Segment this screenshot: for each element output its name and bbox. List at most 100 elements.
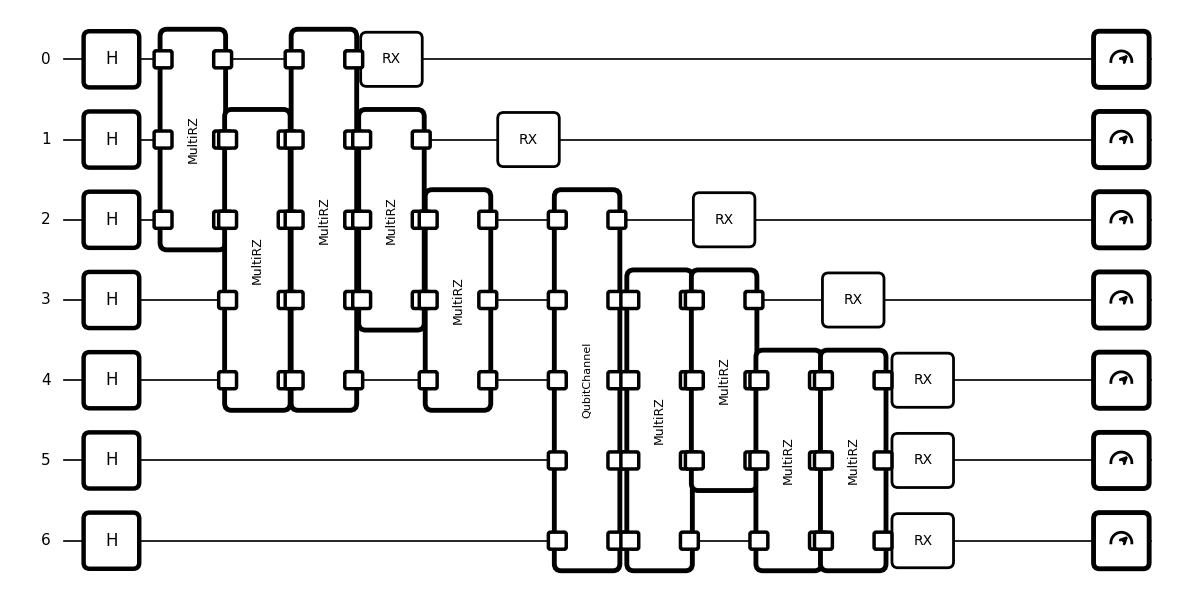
FancyBboxPatch shape [810, 532, 828, 549]
Text: 3: 3 [41, 292, 50, 307]
FancyBboxPatch shape [620, 292, 638, 308]
FancyBboxPatch shape [1093, 272, 1150, 328]
FancyBboxPatch shape [1093, 433, 1150, 488]
FancyBboxPatch shape [1093, 352, 1150, 409]
Text: H: H [106, 211, 118, 229]
FancyBboxPatch shape [745, 452, 763, 469]
FancyBboxPatch shape [750, 372, 768, 389]
FancyBboxPatch shape [680, 372, 698, 389]
FancyBboxPatch shape [84, 191, 139, 248]
FancyBboxPatch shape [1093, 191, 1150, 248]
FancyBboxPatch shape [620, 532, 638, 549]
FancyBboxPatch shape [608, 532, 626, 549]
FancyBboxPatch shape [548, 452, 566, 469]
FancyBboxPatch shape [745, 372, 763, 389]
FancyBboxPatch shape [425, 190, 491, 410]
FancyBboxPatch shape [608, 452, 626, 469]
FancyBboxPatch shape [286, 51, 304, 68]
FancyBboxPatch shape [353, 211, 371, 228]
FancyBboxPatch shape [214, 51, 232, 68]
FancyBboxPatch shape [810, 452, 828, 469]
Text: H: H [106, 371, 118, 389]
FancyBboxPatch shape [608, 292, 626, 308]
FancyBboxPatch shape [750, 452, 768, 469]
FancyBboxPatch shape [344, 372, 362, 389]
FancyBboxPatch shape [822, 273, 884, 327]
FancyBboxPatch shape [810, 372, 828, 389]
Text: RX: RX [913, 454, 932, 467]
FancyBboxPatch shape [608, 372, 626, 389]
Text: H: H [106, 131, 118, 149]
FancyBboxPatch shape [419, 372, 437, 389]
FancyBboxPatch shape [278, 131, 296, 148]
Text: 6: 6 [41, 533, 50, 548]
FancyBboxPatch shape [756, 350, 822, 571]
FancyBboxPatch shape [685, 292, 703, 308]
FancyBboxPatch shape [1093, 31, 1150, 88]
FancyBboxPatch shape [892, 353, 954, 407]
FancyBboxPatch shape [626, 270, 692, 571]
FancyBboxPatch shape [548, 532, 566, 549]
Text: MultiRZ: MultiRZ [385, 196, 398, 244]
FancyBboxPatch shape [548, 211, 566, 228]
Text: RX: RX [714, 213, 733, 227]
Text: H: H [106, 50, 118, 68]
FancyBboxPatch shape [214, 131, 232, 148]
FancyBboxPatch shape [84, 433, 139, 488]
Text: 1: 1 [41, 132, 50, 147]
FancyBboxPatch shape [608, 211, 626, 228]
FancyBboxPatch shape [815, 532, 833, 549]
FancyBboxPatch shape [821, 350, 886, 571]
Text: 0: 0 [41, 52, 50, 67]
FancyBboxPatch shape [154, 131, 172, 148]
FancyBboxPatch shape [286, 372, 304, 389]
FancyBboxPatch shape [620, 372, 638, 389]
FancyBboxPatch shape [1093, 512, 1150, 569]
FancyBboxPatch shape [479, 211, 497, 228]
FancyBboxPatch shape [286, 292, 304, 308]
Text: RX: RX [844, 293, 863, 307]
FancyBboxPatch shape [413, 292, 430, 308]
Text: MultiRZ: MultiRZ [653, 397, 666, 444]
Text: RX: RX [913, 533, 932, 548]
Text: H: H [106, 451, 118, 469]
FancyBboxPatch shape [344, 211, 362, 228]
FancyBboxPatch shape [359, 109, 425, 330]
Text: MultiRZ: MultiRZ [251, 236, 264, 284]
FancyBboxPatch shape [344, 51, 362, 68]
FancyBboxPatch shape [874, 372, 892, 389]
FancyBboxPatch shape [344, 131, 362, 148]
FancyBboxPatch shape [361, 32, 422, 86]
FancyBboxPatch shape [419, 292, 437, 308]
FancyBboxPatch shape [344, 292, 362, 308]
FancyBboxPatch shape [278, 292, 296, 308]
FancyBboxPatch shape [874, 452, 892, 469]
Text: RX: RX [913, 373, 932, 387]
Text: H: H [106, 291, 118, 309]
FancyBboxPatch shape [680, 532, 698, 549]
FancyBboxPatch shape [479, 372, 497, 389]
Text: QubitChannel: QubitChannel [582, 342, 592, 418]
Text: RX: RX [518, 133, 538, 146]
FancyBboxPatch shape [218, 131, 236, 148]
FancyBboxPatch shape [413, 211, 430, 228]
FancyBboxPatch shape [479, 292, 497, 308]
FancyBboxPatch shape [218, 372, 236, 389]
FancyBboxPatch shape [554, 190, 620, 571]
FancyBboxPatch shape [214, 211, 232, 228]
FancyBboxPatch shape [286, 211, 304, 228]
FancyBboxPatch shape [1093, 112, 1150, 167]
FancyBboxPatch shape [892, 433, 954, 488]
FancyBboxPatch shape [620, 452, 638, 469]
Text: MultiRZ: MultiRZ [847, 437, 859, 484]
Text: 2: 2 [41, 212, 50, 227]
FancyBboxPatch shape [419, 211, 437, 228]
Text: MultiRZ: MultiRZ [451, 276, 464, 324]
Text: MultiRZ: MultiRZ [186, 116, 199, 163]
FancyBboxPatch shape [84, 272, 139, 328]
FancyBboxPatch shape [292, 29, 356, 410]
FancyBboxPatch shape [815, 372, 833, 389]
FancyBboxPatch shape [154, 51, 172, 68]
Text: RX: RX [382, 52, 401, 67]
Text: MultiRZ: MultiRZ [718, 356, 731, 404]
